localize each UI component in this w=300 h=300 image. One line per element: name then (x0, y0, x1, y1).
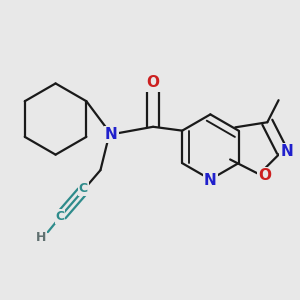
Text: N: N (204, 173, 217, 188)
Text: N: N (204, 173, 217, 188)
Text: N: N (280, 144, 293, 159)
Text: O: O (147, 75, 160, 90)
Text: N: N (105, 127, 118, 142)
Text: C: C (56, 210, 65, 223)
Text: N: N (280, 144, 293, 159)
Text: O: O (258, 168, 271, 183)
Text: C: C (79, 182, 88, 195)
Text: H: H (36, 231, 46, 244)
Text: N: N (105, 127, 118, 142)
Text: O: O (258, 168, 271, 183)
Text: O: O (147, 75, 160, 90)
